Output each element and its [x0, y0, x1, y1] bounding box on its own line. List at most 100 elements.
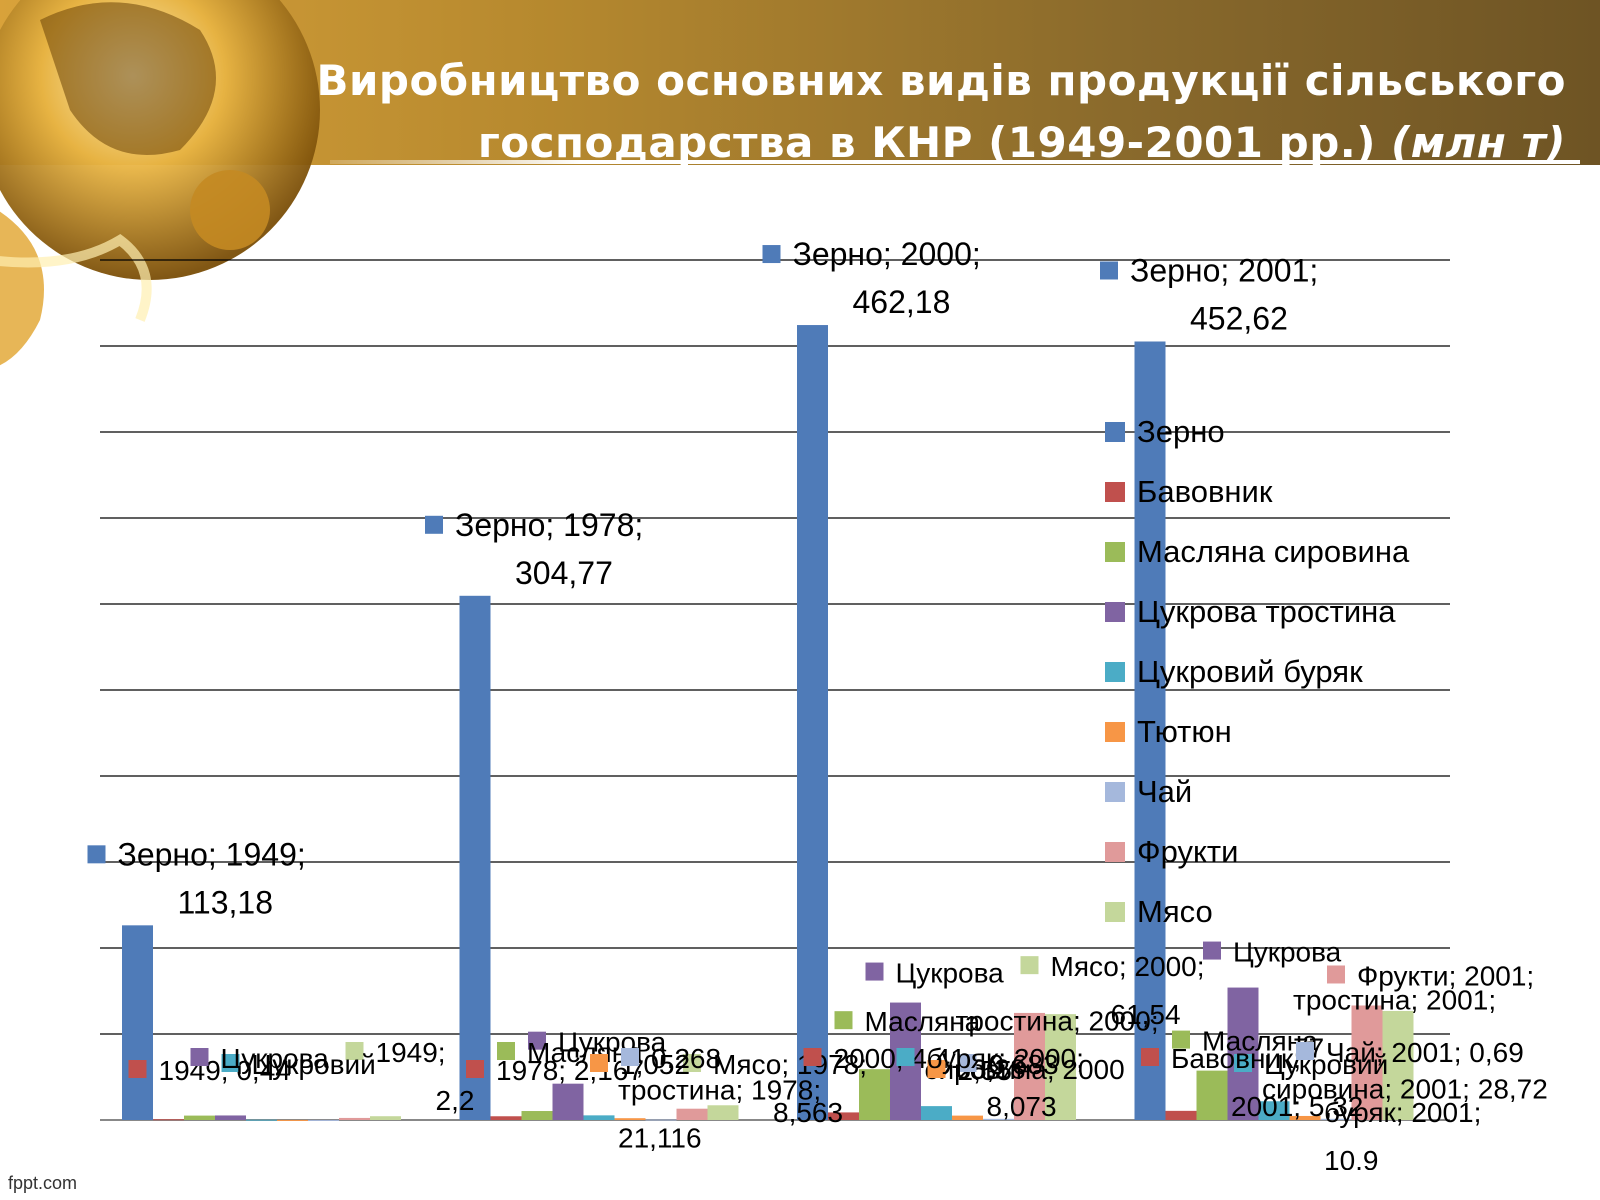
label-marker	[87, 845, 106, 864]
data-label-text: Масляна	[865, 1006, 981, 1037]
data-label-text: 21,116	[618, 1123, 702, 1154]
data-label-text: Цукрова	[1233, 937, 1342, 968]
data-label-text: 2001; 5,32	[1231, 1091, 1363, 1122]
legend-swatch	[1105, 422, 1125, 442]
title-main: Виробництво основних видів продукції сіл…	[316, 56, 1566, 167]
data-label-text: 0,268	[651, 1043, 721, 1074]
label-marker	[865, 962, 884, 981]
legend-swatch	[1105, 482, 1125, 502]
legend-swatch	[1105, 842, 1125, 862]
legend-label: Масляна сировина	[1137, 534, 1410, 569]
label-marker	[128, 1060, 147, 1078]
legend-swatch	[1105, 782, 1125, 802]
data-label-text: Бавовник;	[1171, 1043, 1301, 1074]
label-marker	[1234, 1054, 1252, 1072]
data-label-text: буряк; 2000;	[927, 1043, 1084, 1074]
bar-цукровий-буряк-1978	[583, 1115, 615, 1120]
legend-label: Бавовник	[1137, 474, 1273, 509]
bar-фрукти-1978	[676, 1108, 708, 1120]
data-label-text: Мясо; 2000;	[1051, 951, 1205, 982]
legend-label: Мясо	[1137, 894, 1213, 929]
label-marker	[590, 1054, 608, 1072]
bar-фрукти-2000	[1014, 1012, 1045, 1120]
data-label-text: Фрукти; 2001;	[1357, 960, 1534, 991]
bar-чай-2000	[983, 1118, 1014, 1120]
bar-тютюн-1978	[614, 1118, 646, 1120]
label-marker	[1100, 261, 1118, 280]
data-label-text: Цукрова	[221, 1043, 330, 1074]
title-underline	[330, 160, 1580, 164]
bar-фрукти-2001	[1351, 1005, 1383, 1120]
bar-зерно-1978	[459, 595, 491, 1120]
data-label-text: тростина; 1978;	[618, 1075, 821, 1106]
data-label-text: Мясо; 1978;	[713, 1049, 867, 1080]
legend-swatch	[1105, 902, 1125, 922]
label-marker	[834, 1011, 853, 1030]
label-marker	[927, 1060, 946, 1078]
bar-цукровий-буряк-2001	[1258, 1101, 1290, 1120]
bar-чай-1978	[645, 1119, 677, 1121]
footer-credit: fppt.com	[8, 1173, 78, 1193]
data-label-text: тростина; 2000;	[956, 1006, 1159, 1037]
label-marker	[345, 1042, 364, 1060]
label-marker	[803, 1048, 822, 1066]
bar-тютюн-2000	[952, 1115, 983, 1120]
data-label-text: Зерно; 1949;	[118, 836, 306, 872]
data-label-text: 113,18	[178, 884, 274, 920]
data-label-text: Цукрова	[558, 1027, 667, 1058]
bar-бавовник-1978	[490, 1116, 522, 1120]
bar-зерно-2001	[1134, 341, 1166, 1120]
bar-зерно-2000	[797, 325, 828, 1120]
label-marker	[221, 1054, 240, 1072]
data-label-text: Зерно; 1978;	[455, 507, 643, 543]
slide-title: Виробництво основних видів продукції сіл…	[66, 50, 1566, 174]
legend-swatch	[1105, 722, 1125, 742]
bar-чай-2001	[1320, 1118, 1352, 1120]
label-marker	[1020, 956, 1039, 975]
label-marker	[896, 1048, 915, 1066]
label-marker	[1172, 1030, 1190, 1049]
bar-бавовник-2001	[1165, 1110, 1197, 1120]
legend-swatch	[1105, 542, 1125, 562]
label-marker	[1296, 1042, 1314, 1060]
data-label-text: 304,77	[515, 555, 613, 591]
data-label-text: Чай; 2001; 0,69	[1326, 1037, 1524, 1068]
bar-масляна-сировина-1978	[521, 1111, 553, 1120]
bar-цукрова-тростина-1949	[215, 1115, 246, 1120]
bar-мясо-1978	[707, 1105, 739, 1120]
data-label-text: 452,62	[1190, 300, 1288, 336]
data-label-text: 8,563	[773, 1097, 843, 1128]
bar-chart: Зерно; 1949; 113,18 Зерно; 1978; 304,77 Зерн…	[87, 236, 1548, 1170]
bar-тютюн-1949	[277, 1119, 308, 1121]
label-marker	[621, 1048, 639, 1066]
label-marker	[1203, 941, 1221, 960]
bar-бавовник-1949	[153, 1119, 184, 1121]
label-marker	[190, 1048, 209, 1066]
bar-цукрова-тростина-2001	[1227, 987, 1259, 1120]
legend-label: Зерно	[1137, 414, 1225, 449]
data-label-text: 10,9	[1324, 1145, 1379, 1170]
bar-мясо-2000	[1045, 1014, 1076, 1120]
data-label-text: буряк; 2001;	[1324, 1097, 1481, 1128]
data-label-text: Зерно; 2001;	[1130, 252, 1318, 288]
data-label-text: Цукровий	[1264, 1049, 1388, 1080]
label-marker	[425, 515, 443, 534]
legend-label: Цукрова тростина	[1137, 594, 1396, 629]
data-label-text: Зерно; 2000;	[793, 236, 981, 272]
label-marker	[466, 1060, 484, 1078]
legend-label: Цукровий буряк	[1137, 654, 1363, 689]
bar-мясо-2001	[1382, 1010, 1414, 1120]
legend-label: Тютюн	[1137, 714, 1232, 749]
data-label-text: сировина; 2000	[925, 1054, 1125, 1085]
data-label-text: тростина; 2001;	[1293, 985, 1496, 1016]
bar-масляна-сировина-2001	[1196, 1070, 1228, 1120]
bar-мясо-1949	[370, 1116, 401, 1120]
data-label-text: 1949;	[376, 1037, 446, 1068]
label-marker	[1141, 1048, 1159, 1066]
label-marker	[528, 1031, 546, 1050]
bar-зерно-1949	[122, 925, 153, 1120]
label-marker	[683, 1054, 701, 1072]
bar-масляна-сировина-1949	[184, 1115, 215, 1120]
label-marker	[958, 1054, 977, 1072]
bar-цукровий-буряк-2000	[921, 1106, 952, 1120]
